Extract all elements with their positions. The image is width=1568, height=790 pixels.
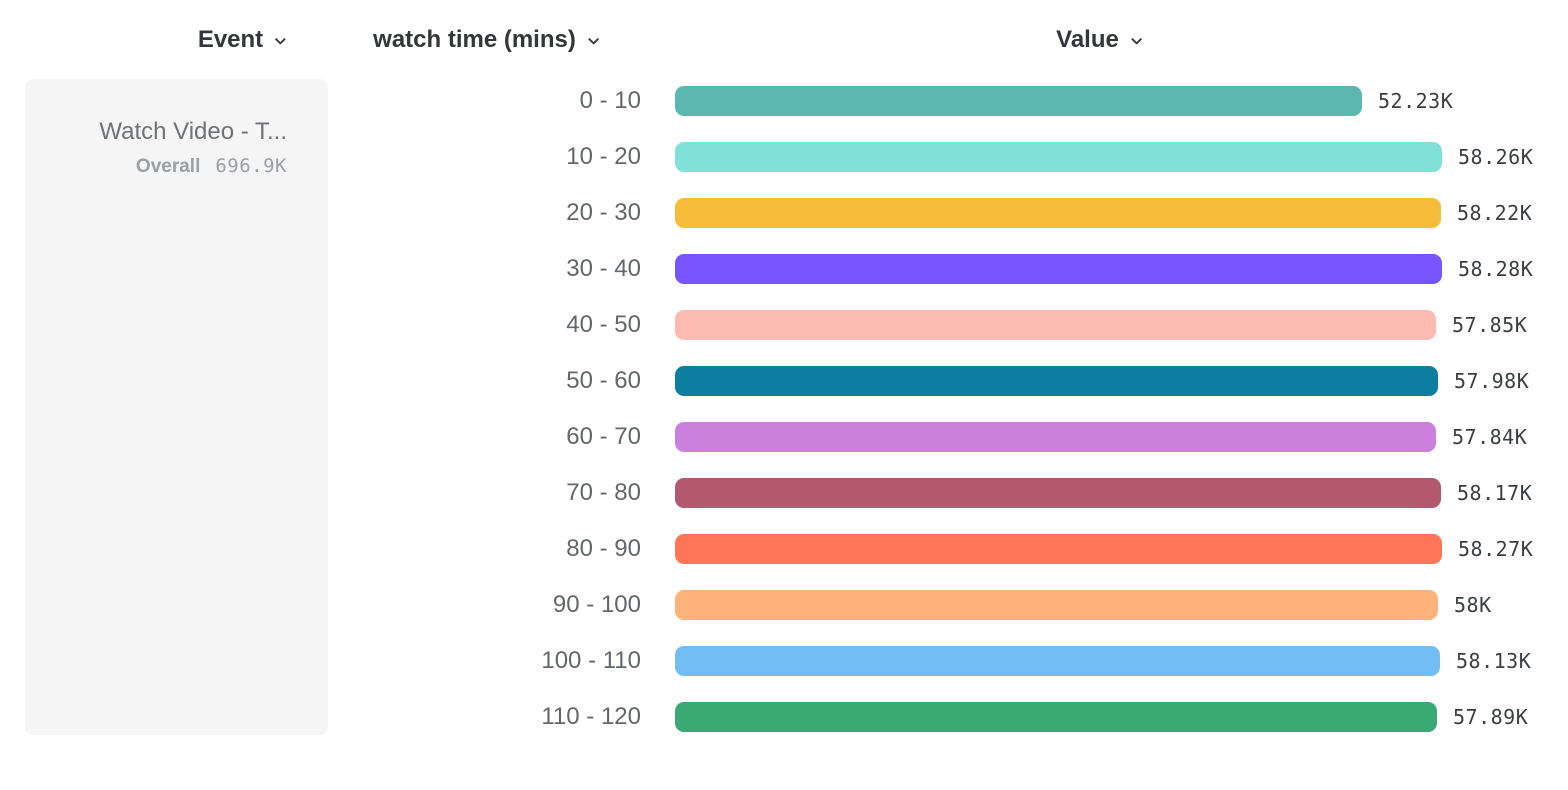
bar-value-label: 58.13K (1456, 649, 1532, 673)
chart-row: 20 - 30 58.22K (0, 185, 1568, 241)
bucket-label: 110 - 120 (541, 703, 641, 730)
bucket-label: 50 - 60 (566, 367, 641, 394)
chart-row: 30 - 40 58.28K (0, 241, 1568, 297)
bar[interactable] (675, 366, 1438, 396)
chart-row: 0 - 10 52.23K (0, 73, 1568, 129)
chevron-down-icon (588, 38, 599, 45)
bar-value-label: 58.27K (1458, 537, 1534, 561)
bar[interactable] (675, 702, 1437, 732)
bucket-label: 60 - 70 (566, 423, 641, 450)
event-column-header[interactable]: Event (198, 26, 288, 54)
chart-row: 10 - 20 58.26K (0, 129, 1568, 185)
bar-value-label: 57.84K (1452, 425, 1528, 449)
event-column-label: Event (197, 26, 264, 53)
bar-value-label: 58.28K (1458, 257, 1534, 281)
bar[interactable] (675, 646, 1440, 676)
chevron-down-icon (1131, 38, 1142, 45)
chevron-down-icon (275, 38, 286, 45)
bucket-label: 0 - 10 (579, 87, 641, 114)
bar[interactable] (675, 254, 1442, 284)
chart-row: 60 - 70 57.84K (0, 409, 1568, 465)
bucket-label: 10 - 20 (566, 143, 641, 170)
chart-row: 90 - 100 58K (0, 577, 1568, 633)
bar-value-label: 57.98K (1454, 369, 1530, 393)
bucket-label: 20 - 30 (566, 199, 641, 226)
event-name: Watch Video - T... (99, 118, 287, 145)
bar-value-label: 57.89K (1453, 705, 1529, 729)
event-card-content: Watch Video - T... Overall 696.9K (99, 117, 287, 178)
chart-row: 80 - 90 58.27K (0, 521, 1568, 577)
bar[interactable] (675, 478, 1441, 508)
chart-row: 100 - 110 58.13K (0, 633, 1568, 689)
overall-value: 696.9K (215, 155, 287, 177)
event-card[interactable]: Watch Video - T... Overall 696.9K (25, 79, 328, 735)
overall-label: Overall (135, 156, 201, 177)
event-overall-row: Overall 696.9K (99, 155, 287, 178)
bar[interactable] (675, 590, 1438, 620)
bar[interactable] (675, 422, 1436, 452)
bucket-label: 30 - 40 (566, 255, 641, 282)
bucket-label: 70 - 80 (566, 479, 641, 506)
bar-value-label: 57.85K (1452, 313, 1528, 337)
bucket-label: 100 - 110 (541, 647, 641, 674)
bar-value-label: 58.17K (1457, 481, 1533, 505)
breakdown-column-header[interactable]: watch time (mins) (373, 26, 601, 54)
bar[interactable] (675, 86, 1362, 116)
bar-value-label: 52.23K (1378, 89, 1454, 113)
bucket-label: 90 - 100 (552, 591, 641, 618)
breakdown-column-label: watch time (mins) (373, 26, 576, 53)
bar[interactable] (675, 142, 1442, 172)
chart-row: 50 - 60 57.98K (0, 353, 1568, 409)
bar[interactable] (675, 310, 1436, 340)
value-column-header[interactable]: Value (1056, 26, 1144, 54)
bar[interactable] (675, 534, 1442, 564)
bar-value-label: 58.22K (1457, 201, 1533, 225)
bar-chart: 0 - 10 52.23K 10 - 20 58.26K 20 - 30 58.… (0, 73, 1568, 745)
chart-row: 70 - 80 58.17K (0, 465, 1568, 521)
chart-row: 40 - 50 57.85K (0, 297, 1568, 353)
bar-value-label: 58.26K (1458, 145, 1534, 169)
bar[interactable] (675, 198, 1441, 228)
bar-value-label: 58K (1454, 593, 1492, 617)
value-column-label: Value (1056, 26, 1119, 53)
bucket-label: 80 - 90 (566, 535, 641, 562)
chart-row: 110 - 120 57.89K (0, 689, 1568, 745)
bucket-label: 40 - 50 (566, 311, 641, 338)
